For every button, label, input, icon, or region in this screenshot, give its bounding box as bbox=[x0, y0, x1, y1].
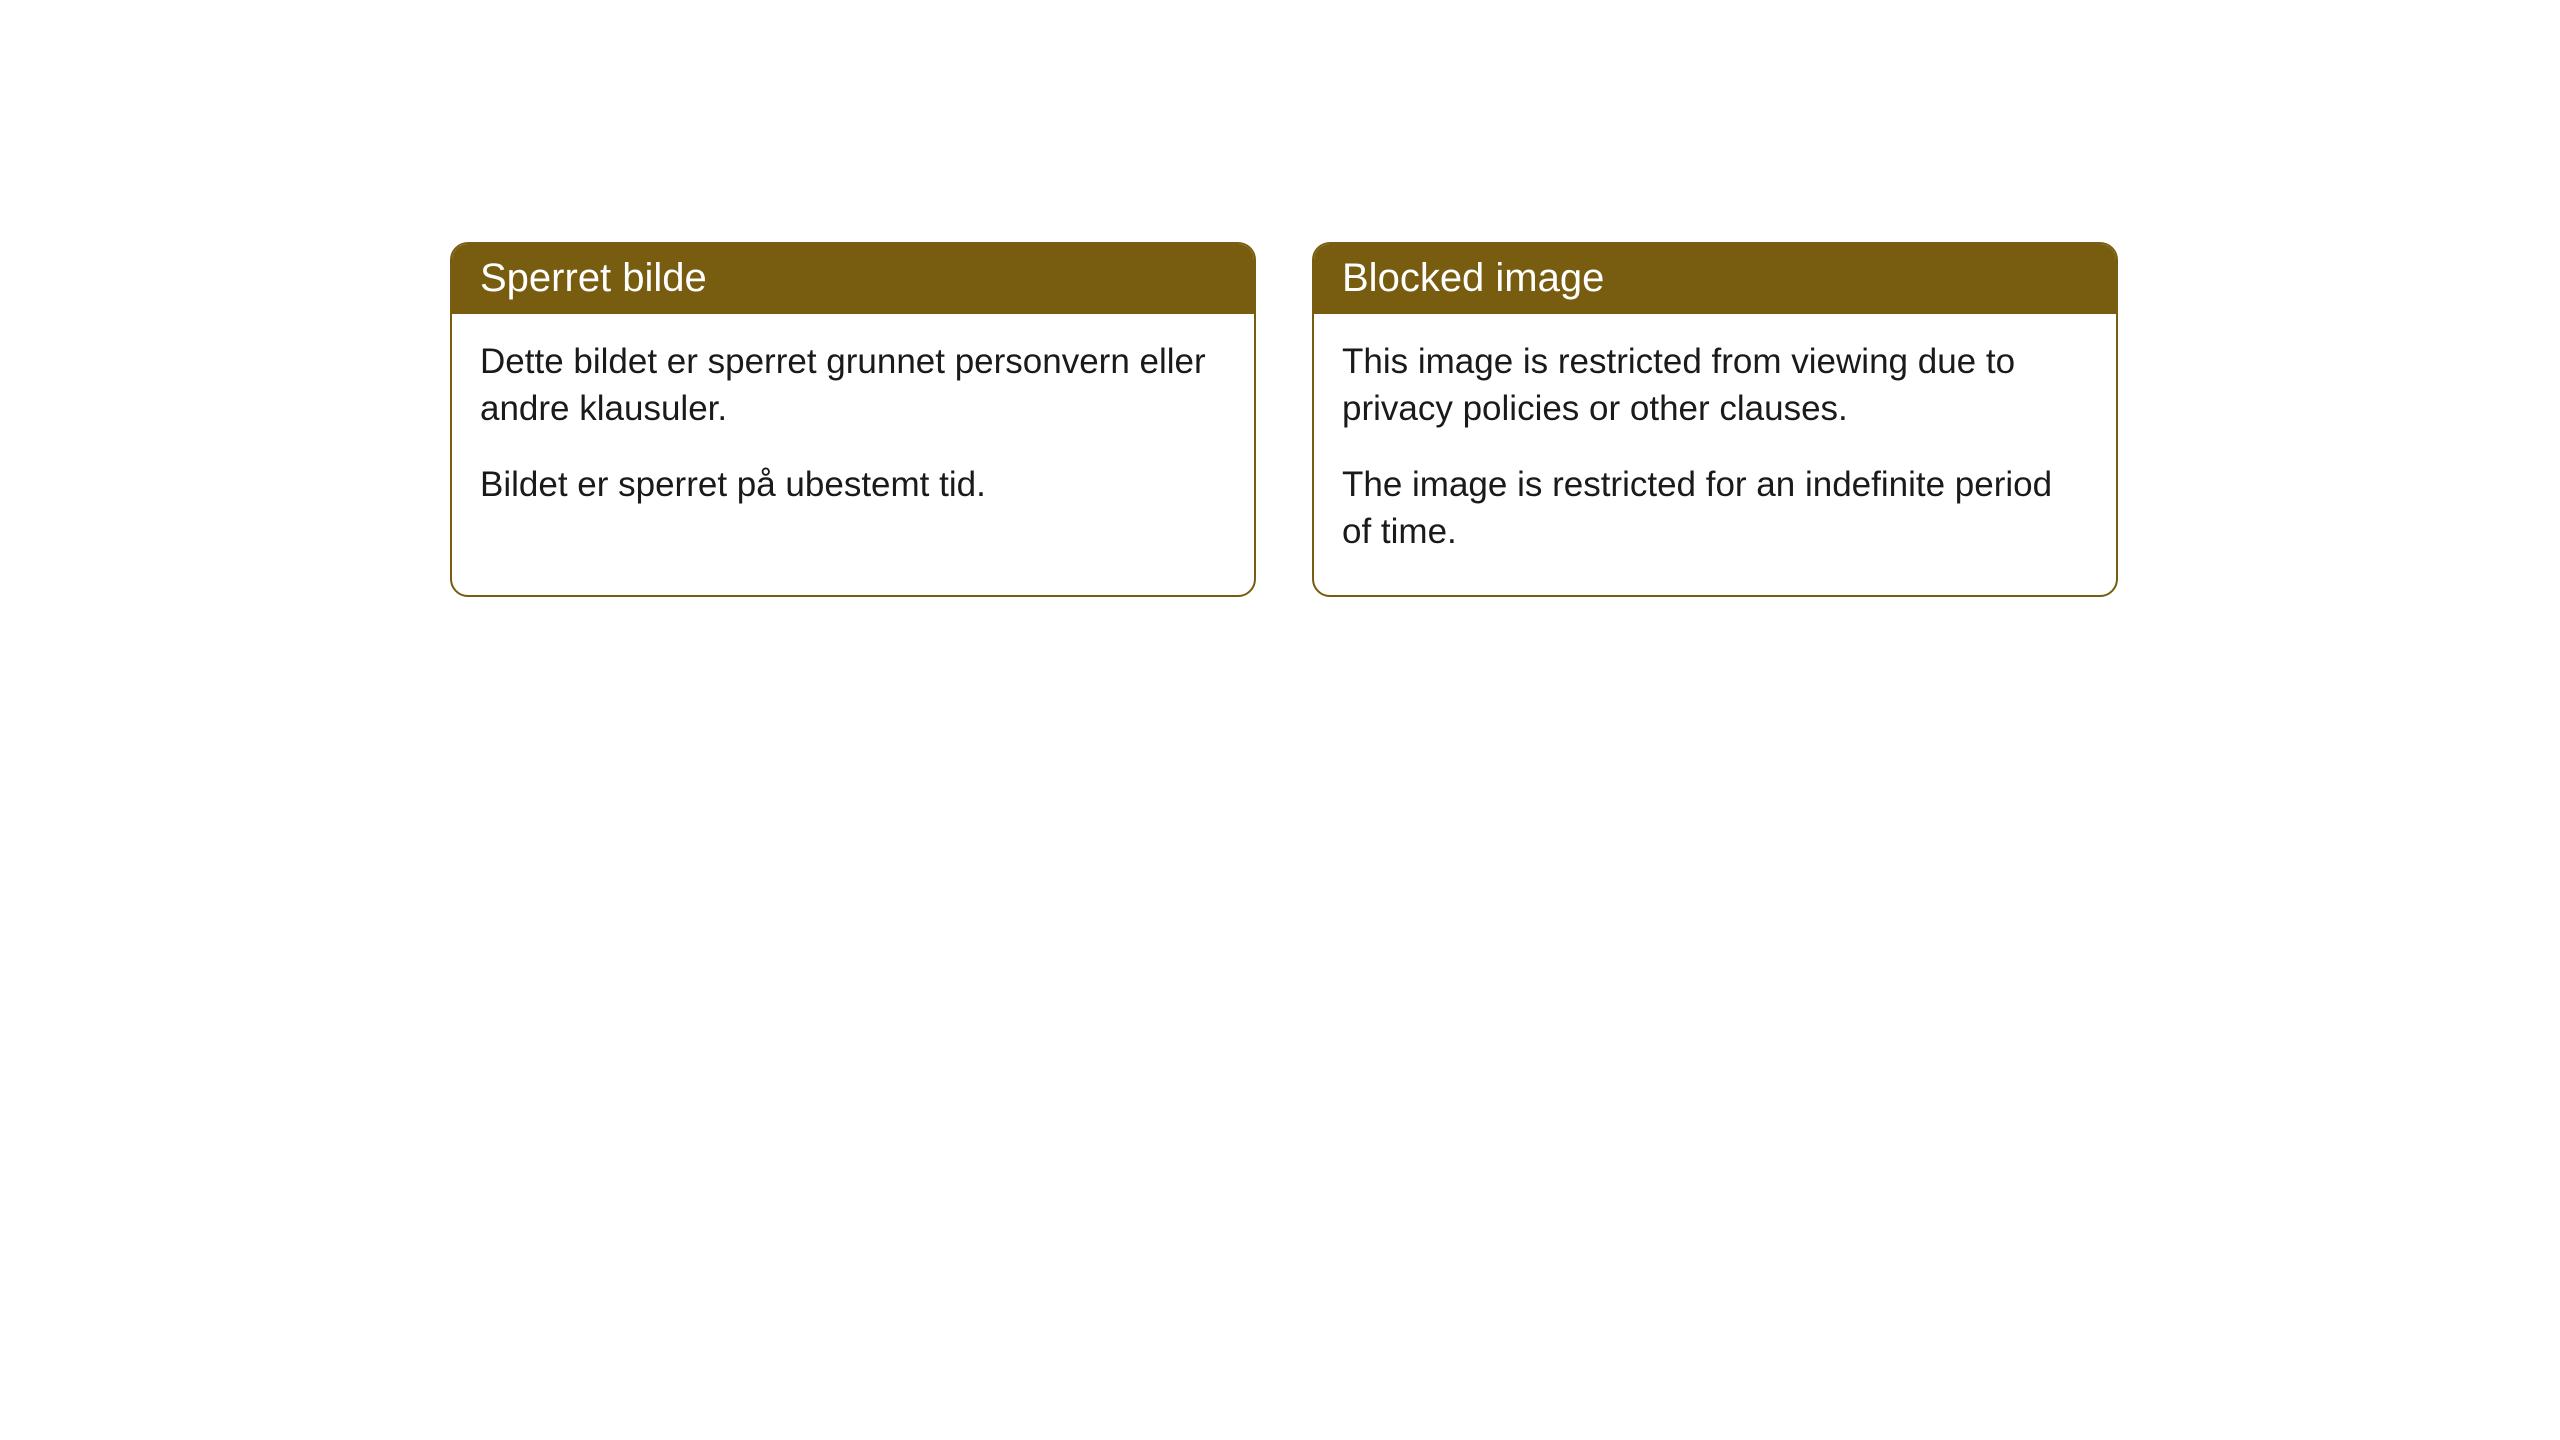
notice-card-norwegian: Sperret bilde Dette bildet er sperret gr… bbox=[450, 242, 1256, 597]
notice-card-header: Sperret bilde bbox=[452, 244, 1254, 314]
notice-cards-container: Sperret bilde Dette bildet er sperret gr… bbox=[0, 0, 2560, 597]
notice-card-english: Blocked image This image is restricted f… bbox=[1312, 242, 2118, 597]
notice-text-line1: This image is restricted from viewing du… bbox=[1342, 338, 2088, 433]
notice-card-header: Blocked image bbox=[1314, 244, 2116, 314]
notice-card-body: This image is restricted from viewing du… bbox=[1314, 314, 2116, 595]
notice-text-line2: The image is restricted for an indefinit… bbox=[1342, 461, 2088, 556]
notice-text-line2: Bildet er sperret på ubestemt tid. bbox=[480, 461, 1226, 508]
notice-text-line1: Dette bildet er sperret grunnet personve… bbox=[480, 338, 1226, 433]
notice-card-body: Dette bildet er sperret grunnet personve… bbox=[452, 314, 1254, 548]
